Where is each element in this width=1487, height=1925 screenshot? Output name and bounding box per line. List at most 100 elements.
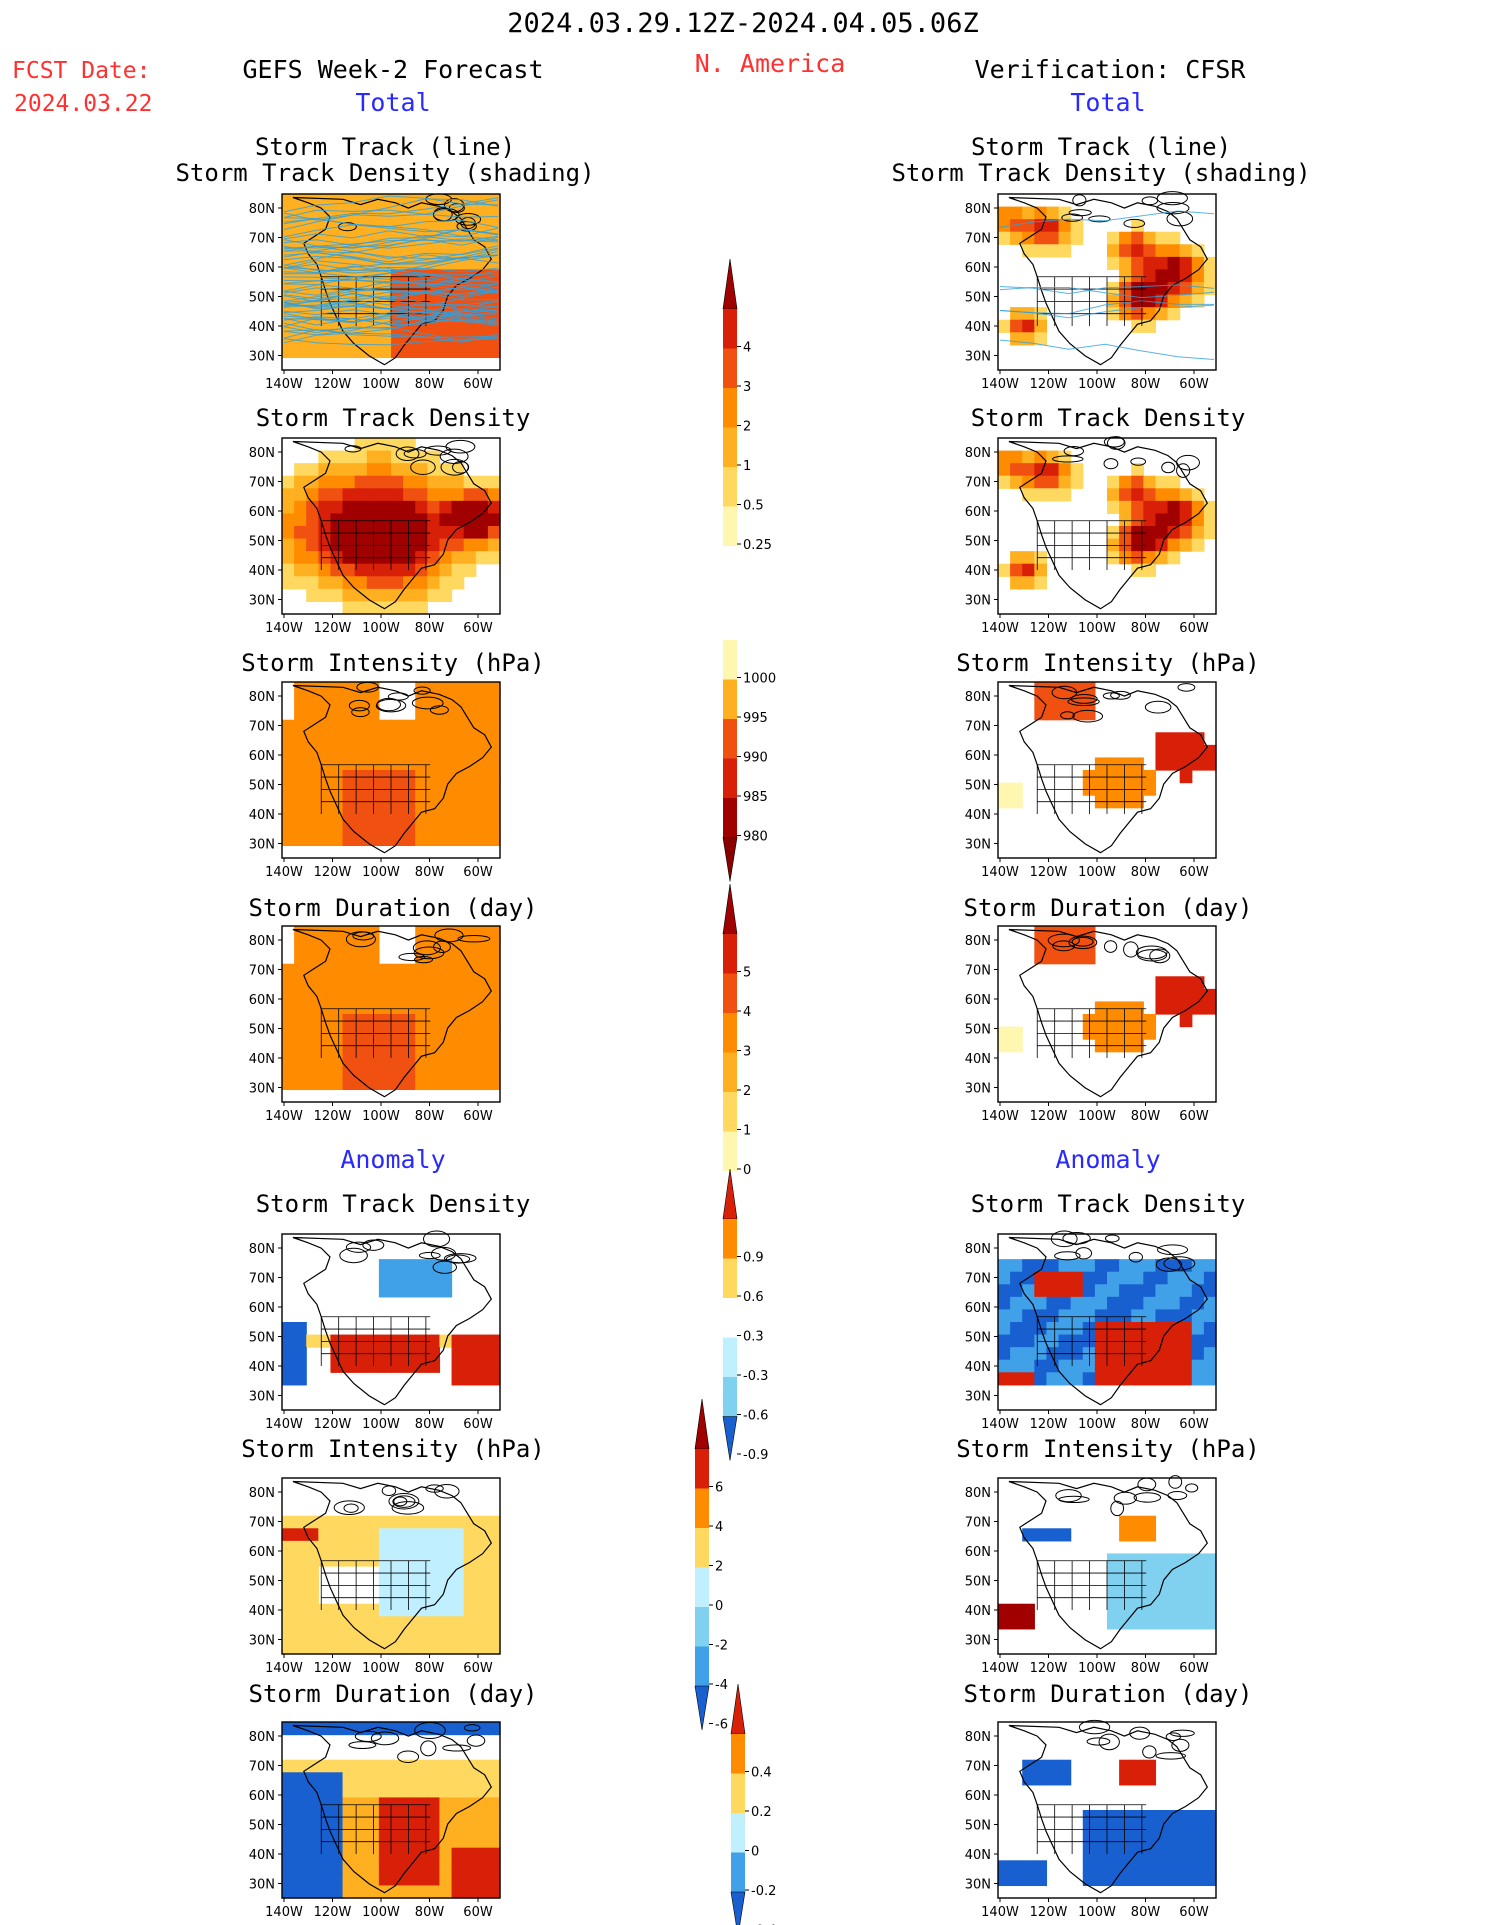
lon-label: 60W bbox=[463, 1905, 493, 1920]
lon-label: 100W bbox=[362, 865, 400, 880]
lat-label: 50N bbox=[249, 779, 275, 794]
lon-label: 80W bbox=[1131, 1905, 1161, 1920]
left-track-line-title: Storm Track (line) bbox=[254, 133, 516, 161]
left-intensity-anom-title: Storm Intensity (hPa) bbox=[241, 1435, 545, 1463]
lon-label: 140W bbox=[981, 1109, 1019, 1124]
colorbar-label: 4 bbox=[743, 1005, 751, 1020]
lat-label: 60N bbox=[249, 749, 275, 764]
lat-label: 70N bbox=[249, 232, 275, 247]
colorbar-density-total: 4 3 2 1 0.5 0.25 bbox=[722, 258, 772, 553]
lon-label: 80W bbox=[1131, 1661, 1161, 1676]
lat-label: 60N bbox=[249, 505, 275, 520]
right-track-line-title: Storm Track (line) bbox=[970, 133, 1232, 161]
lat-label: 70N bbox=[965, 1272, 991, 1287]
lon-label: 80W bbox=[415, 1905, 445, 1920]
lon-label: 140W bbox=[981, 1905, 1019, 1920]
colorbar-intensity-anom: 6 4 2 0 -2 -4 -6 bbox=[694, 1398, 728, 1733]
lat-label: 60N bbox=[249, 993, 275, 1008]
lat-label: 50N bbox=[965, 1575, 991, 1590]
lon-label: 100W bbox=[362, 621, 400, 636]
lon-label: 140W bbox=[981, 377, 1019, 392]
lon-label: 100W bbox=[1078, 377, 1116, 392]
colorbar-label: 3 bbox=[743, 380, 751, 395]
lat-label: 40N bbox=[965, 1052, 991, 1067]
lon-label: 60W bbox=[1179, 621, 1209, 636]
colorbar-duration-anom: 0.4 0.2 0 -0.2 -0.4 bbox=[730, 1683, 776, 1925]
colorbar-intensity-total: 1000 995 990 985 980 bbox=[722, 640, 776, 882]
lon-label: 100W bbox=[362, 377, 400, 392]
lat-label: 60N bbox=[249, 261, 275, 276]
cfsr-intensity-panel: 80N 70N 60N 50N 40N 30N 140W 120W 100W 80W 60W bbox=[965, 681, 1217, 880]
gefs-track-panel: 80N 70N 60N 50N 40N 30N 140W 120W 100W 80W 60W bbox=[249, 193, 501, 392]
fcst-date-label: FCST Date: bbox=[12, 58, 151, 84]
lat-label: 40N bbox=[965, 1848, 991, 1863]
right-intensity-anom-title: Storm Intensity (hPa) bbox=[956, 1435, 1260, 1463]
lat-label: 60N bbox=[965, 749, 991, 764]
lon-label: 60W bbox=[463, 377, 493, 392]
lon-label: 140W bbox=[265, 865, 303, 880]
lat-label: 70N bbox=[965, 1760, 991, 1775]
lat-label: 50N bbox=[249, 291, 275, 306]
left-intensity-title: Storm Intensity (hPa) bbox=[241, 649, 545, 677]
colorbar-label: 3 bbox=[743, 1045, 751, 1060]
colorbar-label: 0.5 bbox=[743, 499, 764, 514]
region-title: N. America bbox=[694, 49, 846, 78]
colorbar-label: 0 bbox=[751, 1845, 759, 1860]
lon-label: 140W bbox=[981, 621, 1019, 636]
right-total-label: Total bbox=[1070, 88, 1146, 117]
lat-label: 70N bbox=[249, 964, 275, 979]
lon-label: 80W bbox=[1131, 377, 1161, 392]
lat-label: 30N bbox=[249, 1634, 275, 1649]
colorbar-label: 0.9 bbox=[743, 1251, 764, 1266]
lat-label: 70N bbox=[965, 232, 991, 247]
gefs-density-panel: 80N 70N 60N 50N 40N 30N 140W 120W 100W 80W 60W bbox=[249, 437, 501, 636]
colorbar-label: 2 bbox=[743, 420, 751, 435]
colorbar-label: 1 bbox=[743, 459, 751, 474]
lat-label: 60N bbox=[249, 1301, 275, 1316]
lon-label: 120W bbox=[1030, 621, 1068, 636]
colorbar-label: -0.2 bbox=[751, 1884, 776, 1899]
lat-label: 50N bbox=[965, 1819, 991, 1834]
lat-label: 70N bbox=[965, 476, 991, 491]
right-anomaly-label: Anomaly bbox=[1055, 1145, 1161, 1174]
lat-label: 70N bbox=[249, 1272, 275, 1287]
lat-label: 40N bbox=[249, 1052, 275, 1067]
lon-label: 60W bbox=[1179, 1417, 1209, 1432]
lon-label: 80W bbox=[1131, 1109, 1161, 1124]
fcst-date-value: 2024.03.22 bbox=[14, 91, 153, 117]
right-density-title: Storm Track Density bbox=[970, 404, 1246, 432]
left-column-title: GEFS Week-2 Forecast bbox=[242, 55, 544, 84]
colorbar-label: 990 bbox=[743, 751, 768, 766]
lat-label: 80N bbox=[249, 934, 275, 949]
left-duration-title: Storm Duration (day) bbox=[248, 894, 538, 922]
lat-label: 50N bbox=[965, 535, 991, 550]
colorbar-label: 2 bbox=[715, 1560, 723, 1575]
lat-label: 50N bbox=[965, 1331, 991, 1346]
lat-label: 50N bbox=[249, 1819, 275, 1834]
lat-label: 80N bbox=[249, 1730, 275, 1745]
left-total-label: Total bbox=[355, 88, 431, 117]
lat-label: 80N bbox=[249, 1242, 275, 1257]
colorbar-label: -0.3 bbox=[743, 1369, 768, 1384]
lon-label: 80W bbox=[1131, 1417, 1161, 1432]
lat-label: 50N bbox=[249, 1331, 275, 1346]
lat-label: 80N bbox=[965, 690, 991, 705]
lon-label: 60W bbox=[1179, 865, 1209, 880]
left-track-shading-title: Storm Track Density (shading) bbox=[175, 159, 595, 187]
lon-label: 120W bbox=[1030, 377, 1068, 392]
lon-label: 120W bbox=[1030, 1905, 1068, 1920]
lon-label: 100W bbox=[362, 1417, 400, 1432]
lat-label: 40N bbox=[249, 1360, 275, 1375]
lon-label: 60W bbox=[463, 1109, 493, 1124]
colorbar-label: 6 bbox=[715, 1481, 723, 1496]
cfsr-track-panel: 80N 70N 60N 50N 40N 30N 140W 120W 100W 80W 60W bbox=[965, 191, 1217, 392]
left-density-anom-title: Storm Track Density bbox=[255, 1190, 531, 1218]
lon-label: 140W bbox=[981, 1661, 1019, 1676]
lon-label: 120W bbox=[314, 1109, 352, 1124]
lat-label: 30N bbox=[965, 838, 991, 853]
colorbar-label: 0.3 bbox=[743, 1330, 764, 1345]
lat-label: 70N bbox=[249, 1760, 275, 1775]
lat-label: 60N bbox=[249, 1789, 275, 1804]
gefs-intensity-anom-panel: 80N 70N 60N 50N 40N 30N 140W 120W 100W 80W 60W bbox=[249, 1477, 501, 1676]
